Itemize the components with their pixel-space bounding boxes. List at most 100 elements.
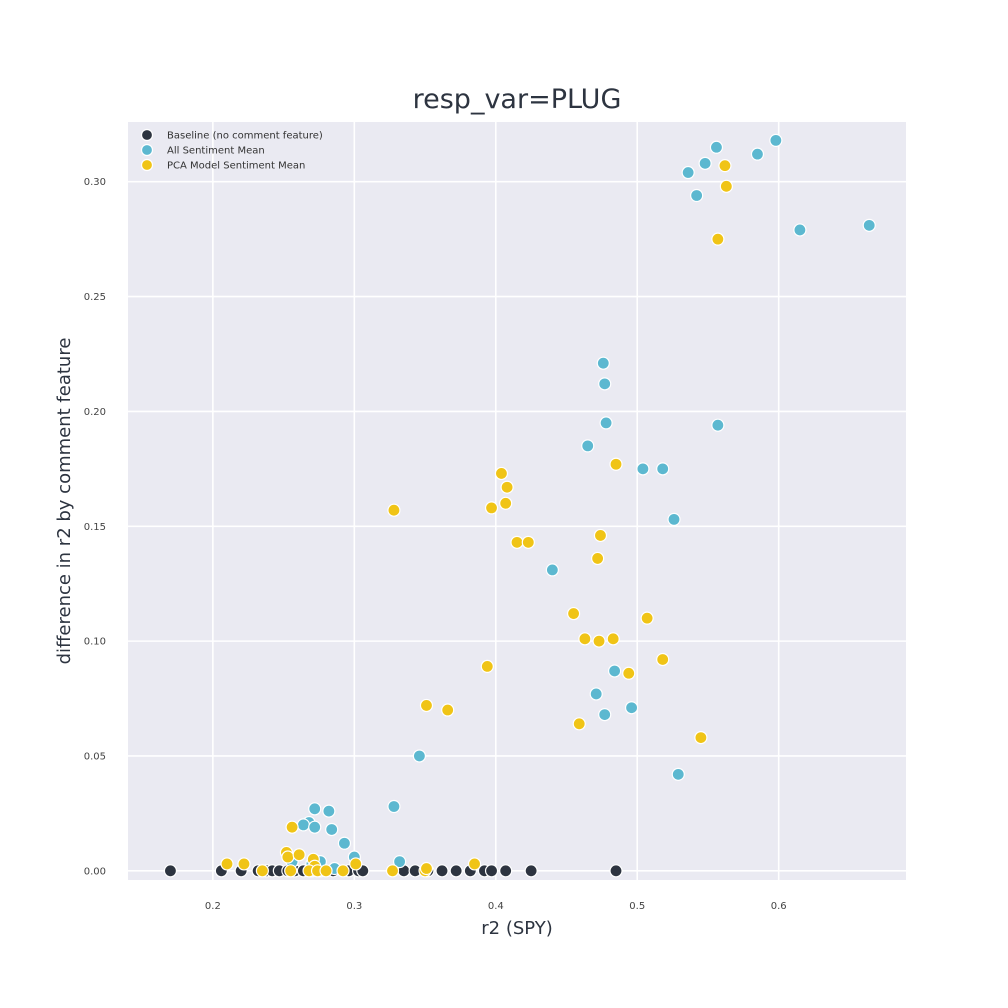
data-point (387, 799, 401, 814)
data-point (711, 418, 725, 432)
y-tick-label: 0.25 (84, 292, 106, 303)
data-point (308, 820, 322, 834)
data-point (480, 659, 494, 673)
data-point (484, 501, 499, 515)
data-point (499, 864, 513, 878)
data-point (656, 652, 670, 667)
data-point (467, 857, 482, 871)
data-point (284, 864, 298, 878)
x-axis-label: r2 (SPY) (481, 918, 553, 939)
x-tick-label: 0.5 (629, 901, 645, 912)
legend: Baseline (no comment feature) All Sentime… (140, 128, 323, 172)
legend-marker (140, 143, 154, 157)
data-point (524, 864, 538, 878)
data-point (690, 188, 704, 203)
legend-label: PCA Model Sentiment Mean (167, 161, 305, 172)
data-point (862, 218, 876, 232)
data-point (694, 730, 708, 745)
data-point (609, 457, 623, 471)
x-tick-label: 0.2 (205, 901, 221, 912)
data-point (640, 611, 654, 625)
x-tick-label: 0.6 (771, 901, 787, 912)
x-tick-label: 0.3 (346, 901, 362, 912)
legend-label: All Sentiment Mean (167, 146, 265, 157)
grid-lines (128, 122, 906, 880)
data-point (578, 632, 592, 646)
data-point (484, 864, 499, 878)
data-point (419, 698, 434, 713)
data-point (163, 864, 178, 878)
legend-marker (140, 158, 154, 172)
data-point (292, 848, 306, 862)
data-point (500, 480, 514, 494)
y-tick-label: 0.20 (84, 407, 106, 418)
data-point (308, 802, 322, 816)
data-point (718, 159, 732, 173)
data-point (609, 864, 623, 878)
y-tick-label: 0.00 (84, 866, 106, 877)
data-point (449, 864, 463, 878)
data-point (572, 717, 586, 731)
data-point (322, 804, 336, 818)
data-point (510, 535, 524, 549)
data-point (392, 855, 407, 869)
data-point (681, 165, 695, 180)
x-tick-label: 0.4 (488, 901, 504, 912)
data-point (412, 749, 426, 763)
data-point (385, 864, 400, 878)
data-point (624, 701, 639, 715)
series-2 (220, 159, 733, 878)
data-point (719, 179, 733, 193)
data-point (667, 512, 681, 526)
data-point (255, 864, 269, 878)
data-point (698, 156, 712, 170)
y-tick-label: 0.15 (84, 522, 106, 533)
y-tick-label: 0.30 (84, 177, 106, 188)
y-tick-label: 0.05 (84, 751, 106, 762)
y-axis-label: difference in r2 by comment feature (54, 338, 75, 665)
data-point (319, 864, 333, 878)
series-1 (285, 133, 876, 876)
data-point (237, 857, 251, 871)
data-point (589, 687, 603, 701)
data-point (671, 767, 685, 781)
data-point (566, 606, 581, 621)
chart-title: resp_var=PLUG (413, 84, 622, 115)
data-point (622, 666, 636, 680)
data-point (596, 356, 610, 370)
data-point (441, 703, 455, 717)
data-point (325, 822, 339, 837)
legend-label: Baseline (no comment feature) (167, 131, 323, 142)
data-point (220, 857, 234, 871)
data-point (419, 861, 434, 876)
data-point (592, 634, 606, 648)
data-point (337, 836, 352, 850)
data-point (285, 820, 299, 834)
data-point (598, 377, 612, 391)
data-point (656, 462, 670, 476)
y-tick-labels: 0.00 0.05 0.10 0.15 0.20 0.25 0.30 (84, 177, 106, 877)
data-point (435, 864, 449, 878)
x-tick-labels: 0.2 0.3 0.4 0.5 0.6 (205, 901, 787, 912)
y-tick-label: 0.10 (84, 637, 106, 648)
data-point (387, 503, 401, 517)
data-point (581, 439, 595, 453)
data-point (608, 664, 622, 678)
data-point (545, 563, 559, 577)
data-point (709, 140, 724, 154)
data-point (593, 528, 608, 543)
data-points (163, 133, 876, 878)
plot-background (128, 122, 906, 880)
data-point (349, 857, 363, 871)
data-point (281, 850, 295, 864)
data-point (636, 462, 650, 476)
data-point (336, 864, 350, 878)
data-point (769, 133, 783, 147)
data-point (750, 147, 765, 161)
legend-marker (140, 128, 154, 142)
data-point (606, 632, 620, 646)
data-point (793, 223, 807, 237)
data-point (599, 416, 613, 430)
data-point (598, 708, 612, 722)
